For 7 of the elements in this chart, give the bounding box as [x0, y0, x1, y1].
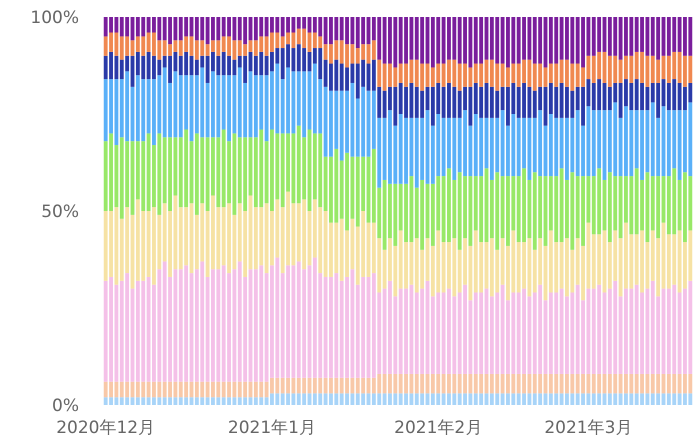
- x-tick-label: 2021年3月: [544, 418, 632, 438]
- y-tick-label: 100%: [30, 8, 79, 28]
- x-tick-label: 2020年12月: [56, 418, 156, 438]
- x-tick-label: 2021年2月: [394, 418, 482, 438]
- y-tick-label: 50%: [41, 202, 79, 222]
- y-tick-label: 0%: [52, 396, 79, 416]
- x-tick-label: 2021年1月: [228, 418, 316, 438]
